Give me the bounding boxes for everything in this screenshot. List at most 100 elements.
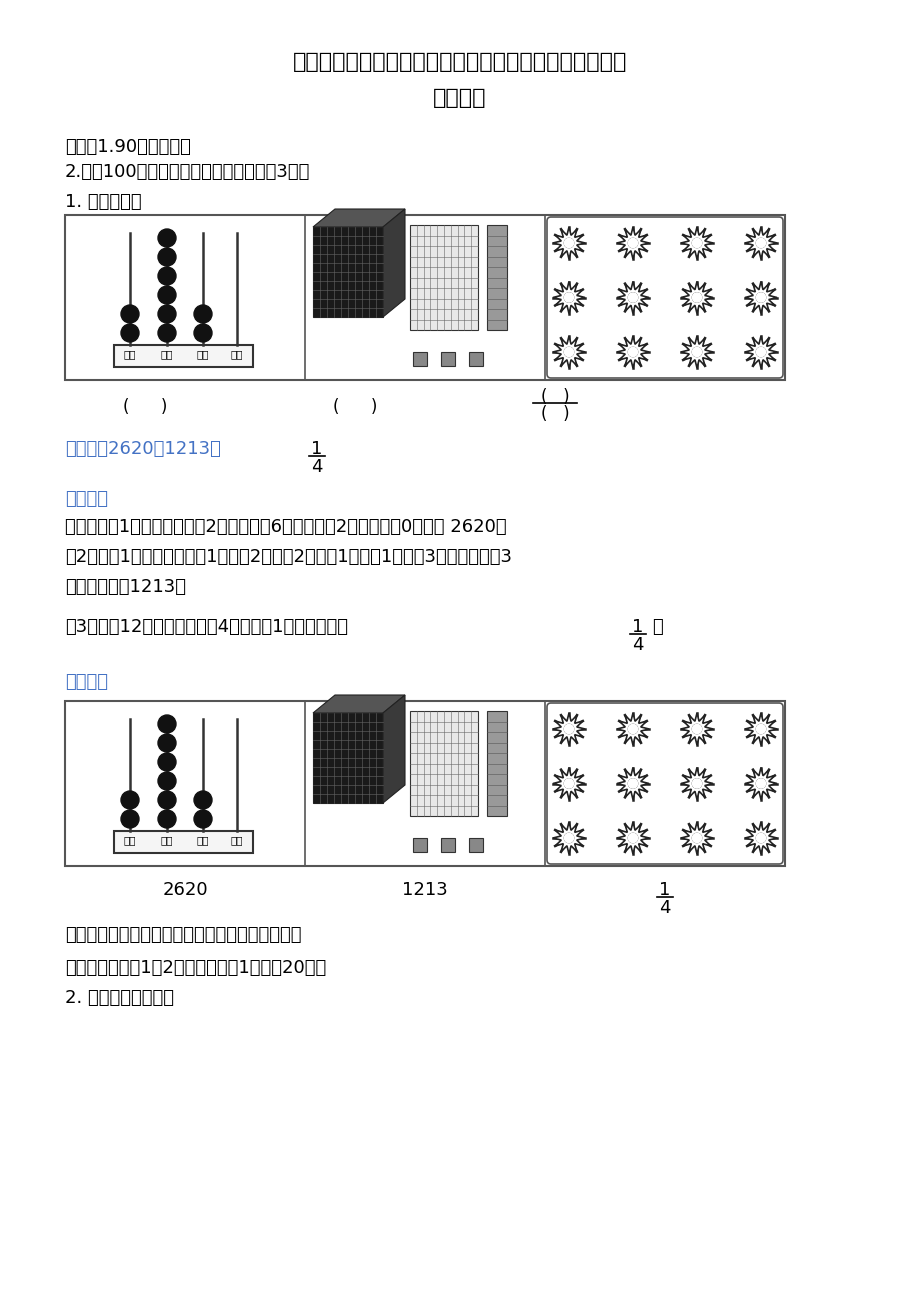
Circle shape: [158, 792, 176, 809]
Circle shape: [194, 324, 211, 342]
Bar: [486, 225, 506, 329]
FancyBboxPatch shape: [547, 703, 782, 865]
Bar: [65, 215, 784, 380]
Text: 第3个图：12朵花，平均分成4份，其中1份分数表示为: 第3个图：12朵花，平均分成4份，其中1份分数表示为: [65, 618, 347, 635]
Polygon shape: [744, 713, 777, 745]
Circle shape: [755, 293, 765, 302]
Circle shape: [121, 792, 139, 809]
Circle shape: [158, 772, 176, 790]
Polygon shape: [552, 336, 584, 368]
Polygon shape: [382, 695, 404, 803]
Polygon shape: [680, 767, 712, 799]
Text: 【解析】: 【解析】: [65, 490, 108, 508]
Polygon shape: [617, 822, 648, 854]
Text: 千位: 千位: [124, 349, 136, 359]
Bar: [440, 838, 455, 852]
Text: 1: 1: [631, 618, 643, 635]
Polygon shape: [680, 822, 712, 854]
Polygon shape: [552, 281, 584, 314]
FancyBboxPatch shape: [547, 217, 782, 378]
Text: 1. 看图写数。: 1. 看图写数。: [65, 193, 142, 211]
Text: 【点睛】看懂图示表示的意义是解答本题的关键。: 【点睛】看懂图示表示的意义是解答本题的关键。: [65, 926, 301, 944]
Circle shape: [755, 833, 765, 842]
Text: 第2个图：1个大立方体表示1个千，2片表示2个百，1条表示1个十，3个单个的表示3: 第2个图：1个大立方体表示1个千，2片表示2个百，1条表示1个十，3个单个的表示…: [65, 548, 512, 566]
Bar: [413, 352, 426, 366]
Text: 千位: 千位: [124, 835, 136, 845]
Bar: [469, 352, 482, 366]
Circle shape: [158, 324, 176, 342]
Text: 个位: 个位: [231, 835, 243, 845]
Text: 十位: 十位: [197, 835, 209, 845]
Text: (   ): ( ): [540, 388, 569, 406]
Text: (      ): ( ): [122, 398, 167, 417]
Bar: [410, 711, 478, 816]
Circle shape: [194, 810, 211, 828]
Polygon shape: [552, 767, 584, 799]
Circle shape: [692, 293, 700, 302]
Circle shape: [158, 810, 176, 828]
Bar: [469, 838, 482, 852]
Text: 1: 1: [311, 440, 323, 458]
Bar: [65, 700, 784, 866]
Text: 1213: 1213: [402, 881, 448, 898]
Polygon shape: [617, 227, 648, 259]
Text: 2. 填写数位顺序表。: 2. 填写数位顺序表。: [65, 990, 174, 1006]
Circle shape: [628, 238, 637, 247]
Text: 2620: 2620: [162, 881, 208, 898]
Bar: [114, 345, 253, 367]
Polygon shape: [617, 767, 648, 799]
Bar: [410, 225, 478, 329]
Text: (   ): ( ): [540, 405, 569, 423]
Text: 【详解】: 【详解】: [65, 673, 108, 691]
Circle shape: [121, 324, 139, 342]
Circle shape: [158, 286, 176, 303]
Circle shape: [158, 734, 176, 753]
Bar: [440, 352, 455, 366]
Polygon shape: [680, 281, 712, 314]
Text: 二、填空。（第1题2分，其余每空1分，共20分）: 二、填空。（第1题2分，其余每空1分，共20分）: [65, 960, 326, 976]
Polygon shape: [552, 822, 584, 854]
Text: 1: 1: [659, 881, 670, 898]
Text: 4: 4: [631, 635, 643, 654]
Polygon shape: [680, 336, 712, 368]
Circle shape: [158, 753, 176, 771]
Text: 【分析】第1个图：千位上是2，百位上是6，十位上是2，个位上是0，写作 2620；: 【分析】第1个图：千位上是2，百位上是6，十位上是2，个位上是0，写作 2620…: [65, 518, 506, 536]
Circle shape: [628, 348, 637, 357]
Circle shape: [564, 238, 573, 247]
Circle shape: [628, 779, 637, 788]
Text: 【答案】2620；1213；: 【答案】2620；1213；: [65, 440, 221, 458]
Circle shape: [158, 305, 176, 323]
Bar: [312, 227, 382, 316]
Text: 说明：1.90分钟完成；: 说明：1.90分钟完成；: [65, 138, 190, 156]
Circle shape: [692, 348, 700, 357]
Text: 百位: 百位: [161, 349, 173, 359]
Circle shape: [158, 267, 176, 285]
Circle shape: [564, 833, 573, 842]
Polygon shape: [680, 227, 712, 259]
Polygon shape: [617, 281, 648, 314]
Polygon shape: [312, 695, 404, 713]
Circle shape: [692, 779, 700, 788]
Text: 十位: 十位: [197, 349, 209, 359]
Text: (      ): ( ): [333, 398, 377, 417]
Bar: [413, 838, 426, 852]
Bar: [312, 713, 382, 803]
Text: 个位: 个位: [231, 349, 243, 359]
Polygon shape: [744, 336, 777, 368]
Circle shape: [755, 238, 765, 247]
Text: 4: 4: [659, 898, 670, 917]
Text: 个一，写作：1213；: 个一，写作：1213；: [65, 578, 186, 596]
Circle shape: [564, 348, 573, 357]
Circle shape: [628, 833, 637, 842]
Bar: [114, 831, 253, 853]
Circle shape: [194, 305, 211, 323]
Circle shape: [564, 779, 573, 788]
Circle shape: [121, 305, 139, 323]
Polygon shape: [744, 822, 777, 854]
Circle shape: [158, 715, 176, 733]
Circle shape: [692, 724, 700, 733]
Circle shape: [755, 724, 765, 733]
Circle shape: [628, 293, 637, 302]
Circle shape: [194, 792, 211, 809]
Text: 4: 4: [311, 458, 323, 477]
